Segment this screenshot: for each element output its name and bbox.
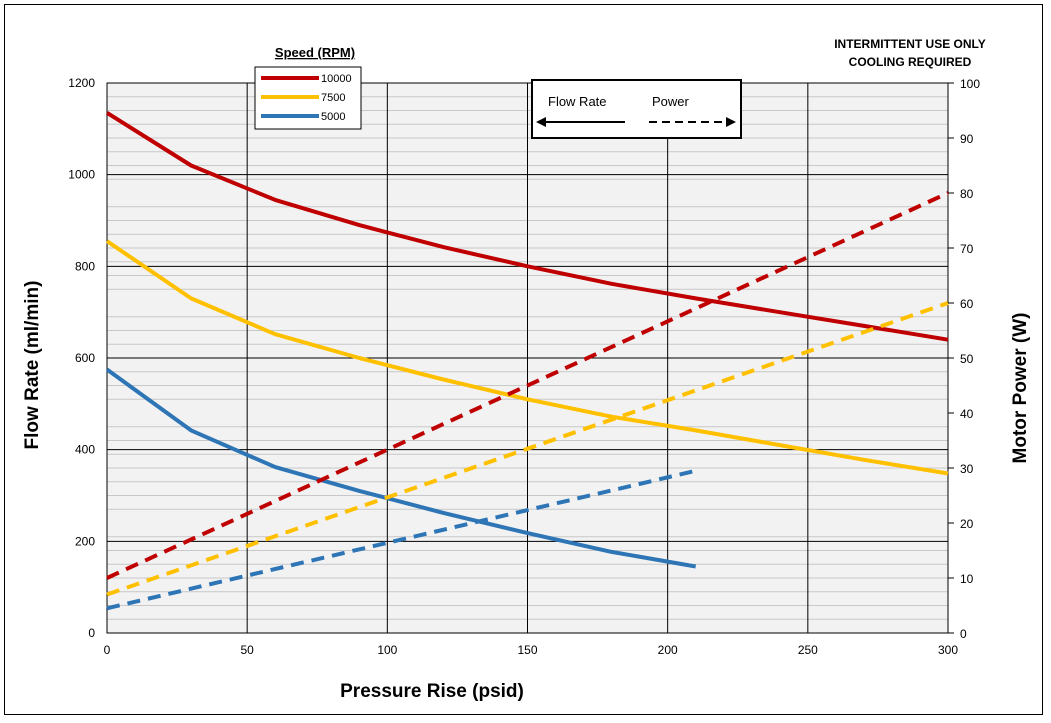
series-flow-7500 (105, 239, 949, 476)
chart-svg: 0 50 100 150 200 250 3000200400600800100012000… (22, 37, 1031, 702)
x-tick-label: 0 (104, 643, 111, 657)
y2-tick-label: 80 (960, 187, 974, 201)
line-key-right-arrowhead (726, 117, 736, 127)
y2-tick-label: 100 (960, 77, 980, 91)
y-tick-label: 800 (75, 259, 95, 273)
line-key-dashed-label: Power (652, 94, 690, 109)
y-tick-label: 0 (88, 626, 95, 640)
y-tick-label: 1000 (68, 168, 95, 182)
series-power-5000 (106, 468, 697, 611)
x-tick-label: 100 (377, 643, 397, 657)
y-tick-label: 600 (75, 351, 95, 365)
y2-tick-label: 0 (960, 627, 967, 641)
y2-tick-label: 50 (960, 352, 974, 366)
legend-label-5000: 5000 (321, 111, 345, 123)
note-line-1: INTERMITTENT USE ONLY (834, 37, 986, 51)
y-tick-label: 1200 (68, 76, 95, 90)
y2-tick-label: 70 (960, 242, 974, 256)
x-tick-label: 250 (798, 643, 818, 657)
x-tick-label: 200 (658, 643, 678, 657)
line-key-solid-label: Flow Rate (548, 94, 607, 109)
y2-tick-label: 90 (960, 132, 974, 146)
y-tick-label: 400 (75, 443, 95, 457)
legend-title: Speed (RPM) (275, 45, 355, 60)
y-tick-label: 200 (75, 534, 95, 548)
x-tick-label: 300 (938, 643, 958, 657)
y-axis-title: Flow Rate (ml/min) (22, 281, 43, 450)
chart-frame: 0 50 100 150 200 250 300 0 200 400 600 800 1000 1200 0… (4, 4, 1043, 715)
series-flow-10000 (105, 111, 949, 342)
line-style-key: Flow Rate Power (531, 79, 742, 139)
legend: 10000 7500 5000 (254, 66, 362, 130)
y2-tick-label: 20 (960, 517, 974, 531)
series-power-10000 (106, 191, 949, 580)
y2-tick-label: 60 (960, 297, 974, 311)
x-tick-label: 150 (517, 643, 537, 657)
line-key-box (531, 79, 742, 139)
y2-tick-label: 30 (960, 462, 974, 476)
y2-axis-title: Motor Power (W) (1010, 313, 1031, 464)
note-line-2: COOLING REQUIRED (849, 55, 972, 69)
x-tick-label: 50 (240, 643, 254, 657)
x-axis-title: Pressure Rise (psid) (340, 681, 524, 702)
series-power-7500 (106, 301, 949, 597)
legend-label-10000: 10000 (321, 73, 352, 85)
y2-tick-label: 10 (960, 572, 974, 586)
line-key-left-arrowhead (536, 117, 546, 127)
series-flow-5000 (105, 367, 697, 569)
y2-tick-label: 40 (960, 407, 974, 421)
legend-label-7500: 7500 (321, 92, 345, 104)
